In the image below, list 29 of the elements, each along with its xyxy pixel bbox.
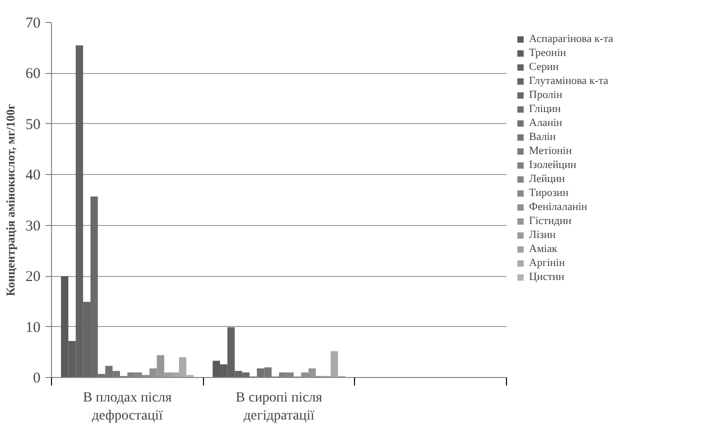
- legend-label: Серин: [529, 60, 559, 74]
- legend-label: Цистин: [529, 270, 564, 284]
- legend-label: Гістидин: [529, 214, 572, 228]
- legend-label: Треонін: [529, 46, 566, 60]
- y-tick-label: 60: [26, 66, 40, 82]
- y-tick-label: 70: [26, 16, 40, 32]
- y-tick-label: 10: [26, 320, 40, 336]
- legend-label: Аланін: [529, 116, 562, 130]
- x-tick-label: В сиропі після дегідратації: [236, 390, 323, 424]
- legend-label: Лізин: [529, 228, 556, 242]
- legend-label: Фенілаланін: [529, 200, 588, 214]
- y-tick-label: 20: [26, 269, 40, 286]
- legend-label: Аміак: [529, 242, 558, 256]
- legend-label: Глутамінова к-та: [529, 74, 608, 88]
- legend-label: Метіонін: [529, 144, 572, 158]
- legend-label: Пролін: [529, 88, 562, 102]
- legend-label: Лейцин: [529, 172, 565, 186]
- y-tick-label: 0: [33, 370, 40, 386]
- y-tick-label: 40: [26, 168, 40, 184]
- y-tick-label: 30: [26, 218, 40, 234]
- legend-label: Ізолейцин: [529, 158, 576, 172]
- legend-label: Гліцин: [529, 102, 561, 116]
- x-tick-label: В плодах після дефростації: [82, 390, 172, 424]
- y-axis-title: Концентрація амінокислот, мг/100г: [4, 103, 18, 296]
- legend-label: Аспарагінова к-та: [529, 32, 614, 46]
- legend-label: Аргінін: [529, 256, 565, 270]
- legend-label: Валін: [529, 130, 556, 144]
- y-tick-label: 50: [26, 116, 40, 133]
- legend-label: Тирозин: [529, 186, 568, 200]
